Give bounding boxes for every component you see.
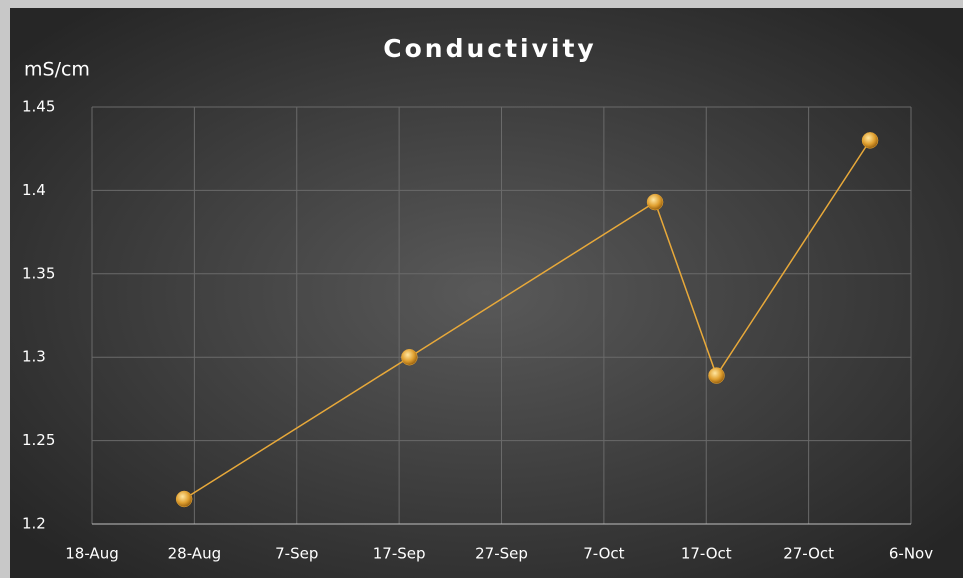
y-tick-label: 1.45 <box>22 98 55 116</box>
y-tick-label: 1.2 <box>22 515 46 533</box>
x-tick-label: 7-Sep <box>275 545 318 563</box>
x-tick-label: 18-Aug <box>65 545 118 563</box>
point <box>861 132 879 149</box>
y-tick-label: 1.35 <box>22 264 55 282</box>
chart-background <box>10 8 963 578</box>
x-tick-label: 28-Aug <box>168 545 221 563</box>
point <box>401 348 418 366</box>
chart-title: Conductivity <box>383 34 596 63</box>
x-tick-label: 17-Oct <box>681 545 732 563</box>
x-tick-label: 6-Nov <box>889 545 933 563</box>
x-tick-label: 17-Sep <box>373 545 426 563</box>
point <box>646 193 664 211</box>
y-axis-label: mS/cm <box>24 59 90 81</box>
y-tick-label: 1.25 <box>22 431 55 449</box>
point <box>175 490 193 508</box>
y-tick-label: 1.4 <box>22 181 46 199</box>
x-tick-label: 27-Oct <box>783 545 834 563</box>
x-tick-label: 27-Sep <box>475 545 528 563</box>
y-tick-label: 1.3 <box>22 348 46 366</box>
point <box>708 367 725 384</box>
x-tick-label: 7-Oct <box>583 545 624 563</box>
